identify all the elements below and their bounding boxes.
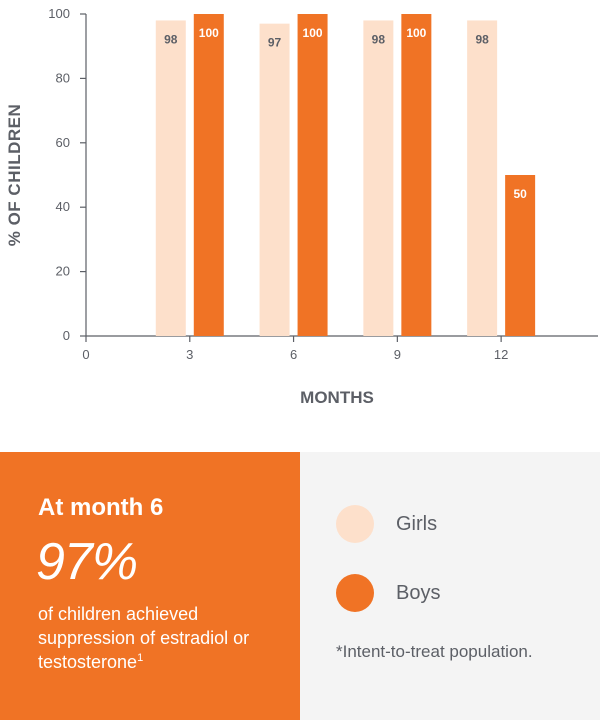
legend-swatch-boys bbox=[336, 574, 374, 612]
data-label-boys: 50 bbox=[513, 187, 527, 201]
bar-boys-6 bbox=[297, 14, 328, 336]
legend-item-girls: Girls bbox=[336, 505, 437, 543]
x-tick-label: 9 bbox=[394, 347, 401, 362]
bar-girls-9 bbox=[363, 20, 394, 336]
data-label-girls: 98 bbox=[164, 32, 178, 46]
data-label-girls: 97 bbox=[268, 36, 282, 50]
bar-boys-3 bbox=[193, 14, 224, 336]
highlight-heading: At month 6 bbox=[38, 494, 164, 521]
y-tick-label: 100 bbox=[48, 6, 70, 21]
highlight-stat: 97% bbox=[36, 533, 138, 591]
bar-girls-6 bbox=[259, 23, 290, 336]
data-label-boys: 100 bbox=[303, 26, 323, 40]
legend-label-girls: Girls bbox=[396, 512, 438, 535]
y-tick-label: 80 bbox=[56, 70, 70, 85]
footnote-text: *Intent-to-treat population. bbox=[336, 642, 533, 661]
y-tick-label: 60 bbox=[56, 135, 70, 150]
bar-chart: 0 20 40 60 80 100 0 3 6 9 12 % OF CHILDREN MONTHS 98 1… bbox=[5, 6, 598, 407]
bar-boys-12 bbox=[505, 175, 536, 336]
y-tick-label: 0 bbox=[63, 328, 70, 343]
y-axis-title: % OF CHILDREN bbox=[5, 104, 24, 247]
chart-svg: 0 20 40 60 80 100 0 3 6 9 12 % OF CHILDREN MONTHS 98 1… bbox=[5, 6, 598, 407]
footnote-reference: 1 bbox=[137, 652, 144, 664]
x-tick-label: 3 bbox=[186, 347, 193, 362]
data-label-boys: 100 bbox=[406, 26, 426, 40]
bar-boys-9 bbox=[401, 14, 432, 336]
bar-girls-3 bbox=[155, 20, 186, 336]
x-tick-label: 6 bbox=[290, 347, 297, 362]
data-label-boys: 100 bbox=[199, 26, 219, 40]
legend-label-boys: Boys bbox=[396, 581, 441, 604]
highlight-description-text: of children achieved suppression of estr… bbox=[38, 604, 250, 672]
highlight-panel bbox=[0, 452, 300, 720]
data-label-girls: 98 bbox=[372, 32, 386, 46]
bar-girls-12 bbox=[467, 20, 498, 336]
y-tick-label: 40 bbox=[56, 199, 70, 214]
y-tick-label: 20 bbox=[56, 264, 70, 279]
highlight-description: of children achieved suppression of estr… bbox=[38, 602, 278, 674]
x-tick-label: 0 bbox=[82, 347, 89, 362]
data-label-girls: 98 bbox=[475, 32, 489, 46]
x-tick-label: 12 bbox=[494, 347, 508, 362]
x-axis-title: MONTHS bbox=[300, 388, 374, 407]
legend-item-boys: Boys bbox=[336, 574, 440, 612]
legend-swatch-girls bbox=[336, 505, 374, 543]
